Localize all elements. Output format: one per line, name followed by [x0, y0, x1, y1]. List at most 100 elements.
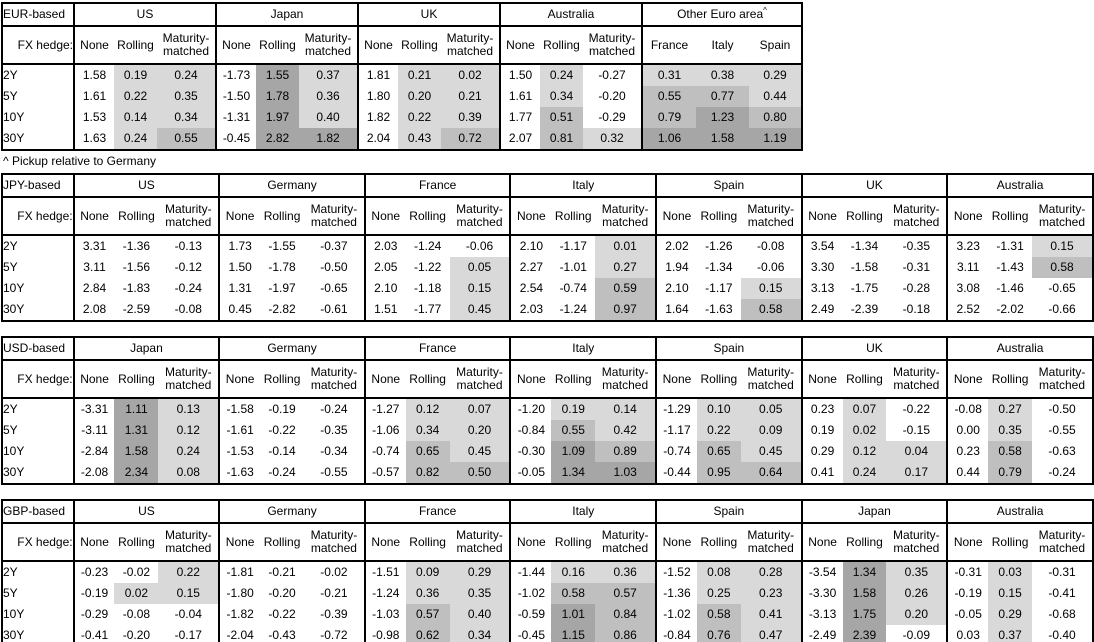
- data-cell: 1.61: [73, 86, 114, 107]
- col-header: None: [363, 523, 406, 562]
- data-cell: -0.05: [509, 462, 552, 484]
- data-cell: 0.86: [595, 625, 657, 642]
- group-header: Australia: [946, 337, 1093, 361]
- col-header: Maturity-matched: [886, 360, 948, 399]
- data-cell: -3.11: [72, 420, 115, 441]
- data-cell: 0.22: [114, 86, 157, 107]
- data-cell: -1.34: [850, 239, 879, 253]
- data-cell: -0.74: [559, 281, 587, 295]
- data-cell: -1.53: [218, 441, 261, 462]
- data-cell: 0.43: [398, 128, 441, 150]
- data-cell: 0.03: [988, 561, 1033, 583]
- tenor-label: 5Y: [3, 89, 18, 103]
- data-cell: 0.55: [641, 86, 696, 107]
- data-cell: 0.00: [946, 420, 989, 441]
- data-cell: 0.19: [800, 420, 843, 441]
- data-cell: -0.05: [946, 604, 989, 625]
- data-cell: 0.37: [988, 625, 1033, 642]
- data-cell: -1.75: [850, 281, 879, 295]
- data-cell: 0.02: [441, 64, 500, 86]
- tenor-label: 2Y: [3, 565, 18, 579]
- data-cell: 1.19: [749, 128, 802, 150]
- data-cell: -1.50: [215, 86, 256, 107]
- data-cell: 0.36: [299, 86, 358, 107]
- data-cell: 1.55: [256, 64, 299, 86]
- col-header: Maturity-matched: [886, 523, 948, 562]
- group-header: Australia: [946, 174, 1093, 198]
- data-cell: -2.84: [72, 441, 115, 462]
- col-header: None: [509, 360, 552, 399]
- data-cell: 0.58: [1032, 257, 1093, 278]
- data-cell: 0.39: [441, 107, 500, 128]
- group-header: US: [72, 500, 220, 524]
- group-header-row: EUR-based US Japan UK Australia Other Euro ar…: [2, 3, 802, 27]
- data-cell: -0.45: [215, 128, 256, 150]
- data-cell: 0.29: [800, 441, 843, 462]
- data-cell: 1.09: [551, 441, 596, 462]
- col-header: None: [800, 523, 843, 562]
- col-header: Rolling: [398, 26, 441, 65]
- table-row: 30Y 1.63 0.24 0.55 -0.45 2.82 1.82 2.04 0.43 0.72…: [2, 128, 802, 150]
- data-cell: 0.15: [158, 583, 220, 604]
- col-header: Rolling: [114, 523, 159, 562]
- data-cell: -3.13: [800, 604, 843, 625]
- data-cell: 2.27: [509, 257, 552, 278]
- data-cell: -0.24: [174, 281, 202, 295]
- data-cell: 1.82: [357, 107, 398, 128]
- data-cell: -0.34: [320, 444, 348, 458]
- data-cell: -0.22: [268, 607, 296, 621]
- col-header: None: [218, 197, 261, 236]
- data-cell: -0.29: [72, 604, 115, 625]
- data-cell: 0.19: [551, 398, 596, 420]
- data-cell: -1.63: [218, 462, 261, 484]
- group-header: Italy: [509, 500, 657, 524]
- data-cell: 0.23: [800, 398, 843, 420]
- table-row: 10Y 1.53 0.14 0.34 -1.31 1.97 0.40 1.82 0.22 0.39…: [2, 107, 802, 128]
- col-header: Maturity-matched: [303, 197, 365, 236]
- data-cell: 2.08: [72, 299, 115, 321]
- data-cell: 3.54: [800, 235, 843, 257]
- col-header: Rolling: [696, 197, 741, 236]
- data-cell: -1.24: [363, 583, 406, 604]
- group-header: UK: [800, 174, 948, 198]
- data-cell: 0.20: [398, 86, 441, 107]
- data-cell: -1.31: [215, 107, 256, 128]
- data-cell: 0.10: [696, 398, 741, 420]
- data-cell: -1.61: [218, 420, 261, 441]
- col-header: None: [72, 197, 115, 236]
- table-row: 2Y 3.31 -1.36 -0.13 1.73 -1.55 -0.37 2.03 -1.24 -…: [2, 235, 1093, 257]
- col-header: Rolling: [988, 197, 1033, 236]
- data-cell: -1.52: [655, 561, 697, 583]
- data-cell: -0.31: [902, 260, 931, 274]
- col-header: Rolling: [551, 360, 596, 399]
- group-header-row: GBP-based US Germany France Italy Spain Japan A…: [2, 500, 1093, 524]
- tenor-label: 10Y: [3, 607, 25, 621]
- data-cell: 0.62: [405, 625, 450, 642]
- fx-table-jpy: JPY-based US Germany France Italy Spain UK Aust…: [1, 173, 1094, 322]
- col-header: None: [73, 26, 114, 65]
- table-container-gbp-based: GBP-based US Germany France Italy Spain Japan A…: [1, 499, 1094, 642]
- data-cell: 1.78: [256, 86, 299, 107]
- data-cell: -0.22: [902, 402, 931, 416]
- data-cell: 0.44: [946, 462, 989, 484]
- col-header: Maturity-matched: [740, 197, 802, 236]
- data-cell: -0.13: [174, 239, 202, 253]
- data-cell: -1.81: [218, 561, 261, 583]
- col-header: Maturity-matched: [299, 26, 358, 65]
- data-cell: 0.13: [158, 398, 220, 420]
- data-cell: 0.84: [595, 604, 657, 625]
- data-cell: -1.46: [996, 281, 1024, 295]
- data-cell: 2.02: [655, 235, 697, 257]
- data-cell: -0.02: [122, 565, 151, 579]
- fx-table-usd: USD-based Japan Germany France Italy Spain UK A…: [1, 336, 1094, 485]
- group-header: Japan: [800, 500, 948, 524]
- data-cell: 0.25: [696, 583, 741, 604]
- group-header: UK: [800, 337, 948, 361]
- data-cell: 0.22: [696, 420, 741, 441]
- col-header: None: [363, 197, 406, 236]
- data-cell: 0.41: [800, 462, 843, 484]
- data-cell: 0.05: [740, 398, 802, 420]
- table-row: 2Y -0.23 -0.02 0.22 -1.81 -0.21 -0.02 -1.51 0.09…: [2, 561, 1093, 583]
- data-cell: 0.42: [595, 420, 657, 441]
- col-header: Maturity-matched: [441, 26, 500, 65]
